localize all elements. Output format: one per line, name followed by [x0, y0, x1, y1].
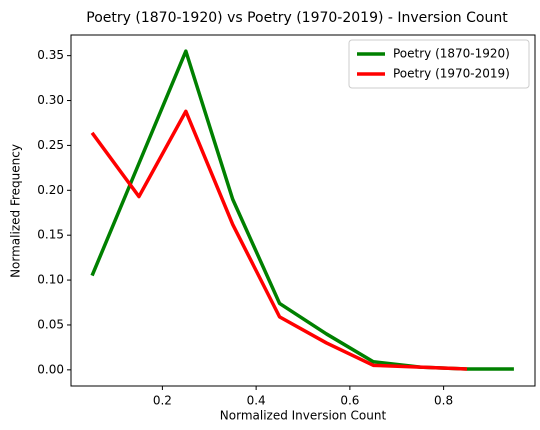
y-tick-label: 0.25: [37, 138, 64, 152]
y-tick-label: 0.20: [37, 183, 64, 197]
plot-frame: [70, 34, 536, 387]
y-axis-label: Normalized Frequency: [9, 144, 23, 278]
x-tick-label: 0.4: [247, 394, 266, 408]
series-line: [90, 49, 514, 371]
legend-label: Poetry (1970-2019): [393, 67, 510, 81]
x-axis-label: Normalized Inversion Count: [220, 409, 387, 423]
x-tick-label: 0.2: [153, 394, 172, 408]
y-tick-label: 0.35: [37, 48, 64, 62]
series-line: [90, 109, 468, 371]
x-tick-label: 0.6: [340, 394, 359, 408]
legend-label: Poetry (1870-1920): [393, 47, 510, 61]
chart-title: Poetry (1870-1920) vs Poetry (1970-2019)…: [86, 10, 508, 26]
y-tick-label: 0.00: [37, 362, 64, 376]
y-tick-label: 0.05: [37, 317, 64, 331]
y-tick-label: 0.10: [37, 273, 64, 287]
y-tick-label: 0.30: [37, 93, 64, 107]
y-tick-label: 0.15: [37, 228, 64, 242]
x-tick-label: 0.8: [434, 394, 453, 408]
legend-box: [348, 39, 530, 89]
